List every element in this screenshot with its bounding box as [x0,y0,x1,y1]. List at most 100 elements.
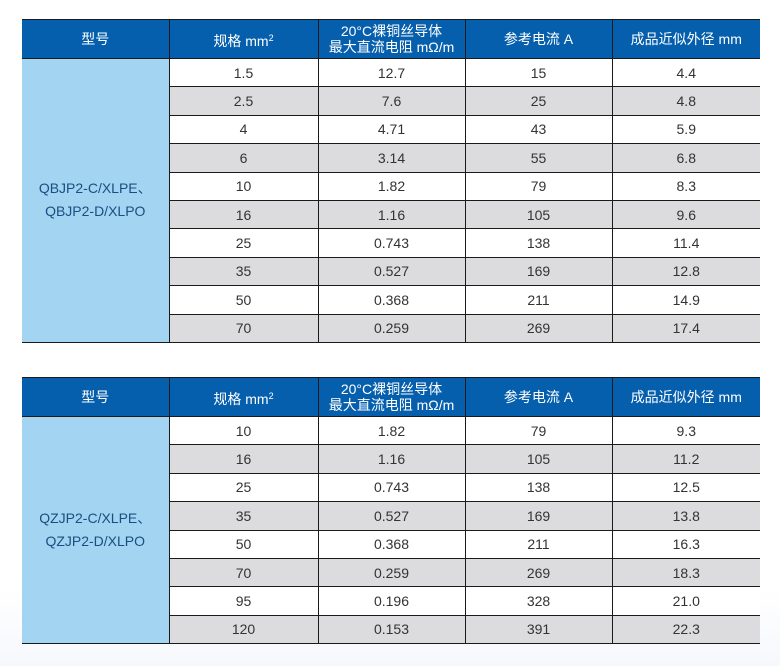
cell-current: 43 [464,114,612,144]
cell-current: 269 [464,557,612,587]
cell-spec: 35 [168,256,318,286]
header-resistance-line2: 最大直流电阻 mΩ/m [328,397,455,413]
header-diameter: 成品近似外径 mm [611,19,760,59]
cell-diameter: 9.3 [611,415,760,445]
header-resistance-line2: 最大直流电阻 mΩ/m [328,39,455,55]
cell-spec: 10 [168,415,318,445]
table-row: 25 0.743 138 12.5 [22,472,760,502]
cell-spec: 120 [168,614,318,645]
cell-resistance: 4.71 [317,114,465,144]
cell-current: 79 [464,415,612,445]
cell-spec: 25 [168,228,318,258]
cell-resistance: 3.14 [317,143,465,173]
spec-table-qbjp2: 型号 规格 mm2 20°C裸铜丝导体 最大直流电阻 mΩ/m 参考电流 A 成品… [22,19,760,343]
spec-table-qzjp2: 型号 规格 mm2 20°C裸铜丝导体 最大直流电阻 mΩ/m 参考电流 A 成品… [22,377,760,645]
cell-spec: 95 [168,586,318,616]
header-spec-label: 规格 mm [213,32,269,49]
cell-resistance: 7.6 [317,86,465,116]
cell-resistance: 0.743 [317,228,465,258]
table-row: 70 0.259 269 18.3 [22,557,760,587]
header-model: 型号 [22,377,169,417]
cell-diameter: 9.6 [611,199,760,229]
cell-current: 211 [464,285,612,315]
cell-diameter: 8.3 [611,171,760,201]
table-row: 95 0.196 328 21.0 [22,586,760,616]
cell-spec: 1.5 [168,57,318,87]
cell-current: 15 [464,57,612,87]
cell-diameter: 17.4 [611,313,760,343]
cell-spec: 35 [168,501,318,531]
header-current: 参考电流 A [464,19,612,59]
table-row: 35 0.527 169 12.8 [22,256,760,286]
model-cell: QZJP2-C/XLPE、 QZJP2-D/XLPO [22,415,169,645]
cell-spec: 16 [168,199,318,229]
cell-spec: 6 [168,143,318,173]
table-row: 35 0.527 169 13.8 [22,501,760,531]
header-row: 型号 规格 mm2 20°C裸铜丝导体 最大直流电阻 mΩ/m 参考电流 A 成品… [22,377,760,417]
cell-diameter: 16.3 [611,529,760,559]
cell-diameter: 5.9 [611,114,760,144]
cell-spec: 70 [168,313,318,343]
header-resistance: 20°C裸铜丝导体 最大直流电阻 mΩ/m [317,19,465,59]
cell-current: 391 [464,614,612,645]
cell-current: 79 [464,171,612,201]
cell-diameter: 12.8 [611,256,760,286]
cell-current: 105 [464,444,612,474]
cell-resistance: 0.259 [317,557,465,587]
cell-resistance: 1.16 [317,444,465,474]
cell-diameter: 4.4 [611,57,760,87]
header-resistance: 20°C裸铜丝导体 最大直流电阻 mΩ/m [317,377,465,417]
model-name-line2: QBJP2-D/XLPO [45,203,146,220]
cell-current: 269 [464,313,612,343]
superscript: 2 [268,32,274,43]
cell-current: 169 [464,501,612,531]
cell-resistance: 0.153 [317,614,465,645]
header-model: 型号 [22,19,169,59]
cell-resistance: 0.259 [317,313,465,343]
cell-current: 169 [464,256,612,286]
model-name-line1: QZJP2-C/XLPE、 [39,510,152,527]
cell-current: 105 [464,199,612,229]
model-cell: QBJP2-C/XLPE、 QBJP2-D/XLPO [22,58,169,343]
table-row: 6 3.14 55 6.8 [22,143,760,173]
header-spec: 规格 mm2 [168,377,318,417]
cell-spec: 25 [168,472,318,502]
cell-diameter: 21.0 [611,586,760,616]
cell-resistance: 1.82 [317,415,465,445]
table-row: 25 0.743 138 11.4 [22,228,760,258]
cell-current: 138 [464,472,612,502]
header-spec: 规格 mm2 [168,19,318,59]
cell-resistance: 12.7 [317,57,465,87]
cell-spec: 4 [168,114,318,144]
cell-spec: 16 [168,444,318,474]
cell-spec: 50 [168,529,318,559]
header-current: 参考电流 A [464,377,612,417]
header-spec-label: 规格 mm [213,390,269,407]
table-row: QZJP2-C/XLPE、 QZJP2-D/XLPO 10 1.82 79 9.3 [22,415,760,645]
cell-diameter: 6.8 [611,143,760,173]
cell-spec: 10 [168,171,318,201]
table-row: 16 1.16 105 9.6 [22,199,760,229]
cell-diameter: 4.8 [611,86,760,116]
cell-resistance: 0.527 [317,501,465,531]
cell-spec: 70 [168,557,318,587]
header-resistance-line1: 20°C裸铜丝导体 [340,381,443,397]
table-row: 70 0.259 269 17.4 [22,313,760,343]
cell-current: 25 [464,86,612,116]
table-row: 16 1.16 105 11.2 [22,444,760,474]
cell-resistance: 1.82 [317,171,465,201]
cell-resistance: 0.368 [317,529,465,559]
cell-spec: 50 [168,285,318,315]
header-row: 型号 规格 mm2 20°C裸铜丝导体 最大直流电阻 mΩ/m 参考电流 A 成品… [22,19,760,59]
model-name-line1: QBJP2-C/XLPE、 [38,180,152,197]
cell-resistance: 0.527 [317,256,465,286]
cell-resistance: 1.16 [317,199,465,229]
cell-diameter: 12.5 [611,472,760,502]
cell-resistance: 0.368 [317,285,465,315]
cell-diameter: 18.3 [611,557,760,587]
table-row: 2.5 7.6 25 4.8 [22,86,760,116]
table-row: QBJP2-C/XLPE、 QBJP2-D/XLPO 1.5 12.7 15 4.4 [22,57,760,343]
cell-diameter: 13.8 [611,501,760,531]
header-diameter: 成品近似外径 mm [611,377,760,417]
table-row: 50 0.368 211 16.3 [22,529,760,559]
